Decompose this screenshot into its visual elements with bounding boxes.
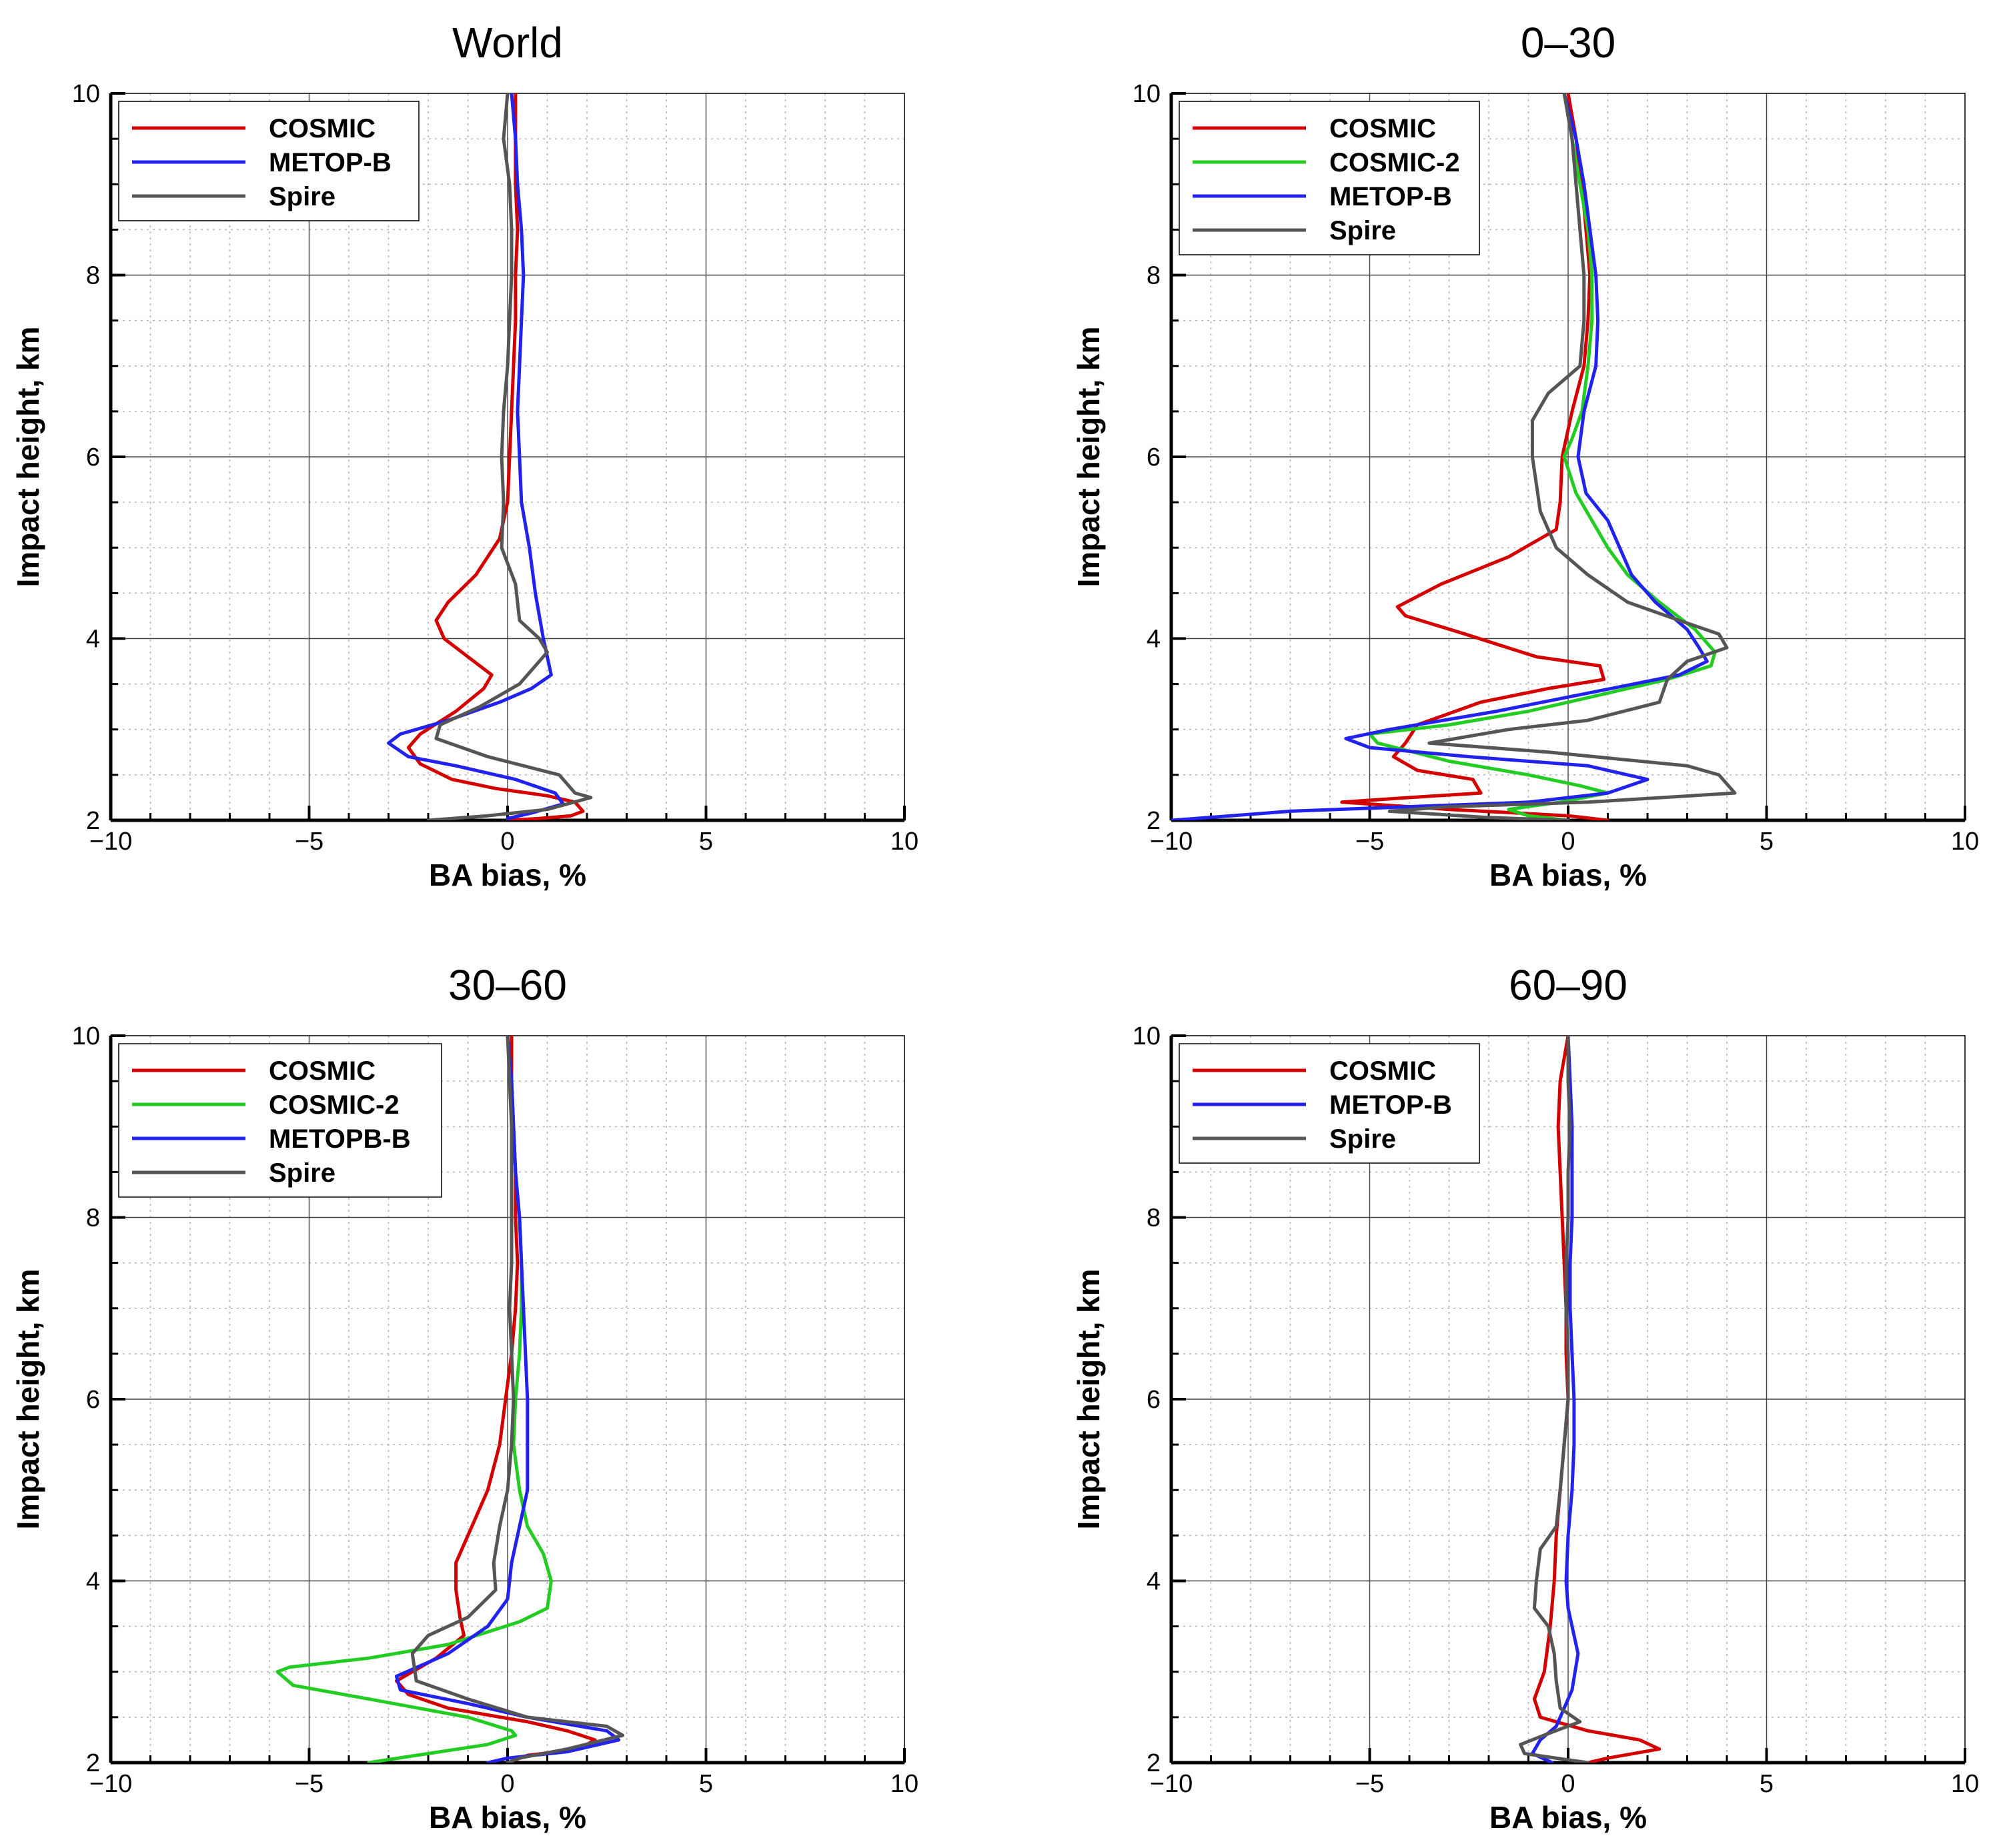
- x-tick-label: 0: [1561, 1770, 1575, 1798]
- y-tick-label: 6: [1147, 1386, 1161, 1414]
- series-line-spire: [1387, 93, 1737, 820]
- series-group: [387, 93, 593, 820]
- series-line-metop-b: [1530, 1036, 1580, 1763]
- x-axis-label: BA bias, %: [429, 858, 586, 892]
- legend: COSMIC COSMIC-2 METOPB-B Spire: [118, 1043, 442, 1198]
- legend: COSMIC METOP-B Spire: [118, 101, 420, 221]
- legend: COSMIC COSMIC-2 METOP-B Spire: [1179, 101, 1480, 255]
- x-tick-label: 10: [1951, 828, 1979, 856]
- chart-title: 30–60: [448, 961, 567, 1009]
- y-tick-label: 8: [86, 262, 100, 290]
- x-tick-label: −10: [1150, 828, 1193, 856]
- chart-title: World: [452, 19, 563, 67]
- chart-title: 0–30: [1521, 19, 1615, 67]
- chart-title: 60–90: [1509, 961, 1627, 1009]
- legend-label-cosmic-2: COSMIC-2: [269, 1090, 400, 1120]
- x-axis-label: BA bias, %: [1489, 858, 1647, 892]
- x-axis-label: BA bias, %: [429, 1800, 586, 1835]
- y-tick-label: 8: [1147, 1204, 1161, 1232]
- x-tick-label: 5: [699, 1770, 713, 1798]
- legend-label-spire: Spire: [1329, 216, 1396, 245]
- series-group: [1519, 1036, 1662, 1763]
- x-tick-label: −5: [1355, 1770, 1384, 1798]
- x-tick-label: −5: [295, 828, 323, 856]
- x-tick-label: 0: [500, 1770, 514, 1798]
- legend-label-spire: Spire: [269, 182, 336, 211]
- x-tick-label: 0: [500, 828, 514, 856]
- series-group: [275, 1036, 625, 1763]
- y-axis-label: Impact height, km: [11, 1268, 45, 1529]
- series-line-spire: [426, 93, 593, 820]
- y-tick-label: 6: [86, 1386, 100, 1414]
- x-tick-label: −5: [1355, 828, 1384, 856]
- legend-label-cosmic: COSMIC: [1329, 114, 1436, 143]
- y-tick-label: 6: [1147, 443, 1161, 472]
- panel-60-90: −10 −5 0 5 10 2 4 6 8 10 60–90 BA bias, % Impact hei…: [1071, 961, 1979, 1835]
- x-tick-label: 10: [890, 828, 918, 856]
- x-tick-label: 5: [1760, 1770, 1774, 1798]
- legend-label-cosmic: COSMIC: [269, 1056, 376, 1086]
- legend-label-cosmic-2: COSMIC-2: [1329, 148, 1460, 177]
- legend-label-metop-b: METOP-B: [1329, 1090, 1452, 1120]
- y-axis-label: Impact height, km: [1071, 1268, 1106, 1529]
- series-line-cosmic: [394, 1036, 597, 1763]
- y-tick-label: 2: [1147, 807, 1161, 835]
- x-tick-label: −10: [89, 1770, 132, 1798]
- x-tick-label: 10: [1951, 1770, 1979, 1798]
- y-tick-label: 4: [86, 1568, 100, 1596]
- y-tick-label: 2: [1147, 1749, 1161, 1777]
- legend-label-spire: Spire: [1329, 1124, 1396, 1154]
- y-tick-label: 10: [1133, 1022, 1161, 1050]
- legend-label-metop-b: METOP-B: [269, 148, 392, 177]
- y-tick-label: 2: [86, 807, 100, 835]
- legend: COSMIC METOP-B Spire: [1179, 1043, 1480, 1164]
- series-line-metop-b: [387, 93, 565, 820]
- y-axis-label: Impact height, km: [11, 326, 45, 587]
- series-line-spire: [1519, 1036, 1590, 1763]
- x-axis-label: BA bias, %: [1489, 1800, 1647, 1835]
- series-line-spire: [410, 1036, 625, 1763]
- y-tick-label: 8: [1147, 262, 1161, 290]
- y-tick-label: 10: [1133, 80, 1161, 108]
- series-line-cosmic-2: [1368, 93, 1717, 820]
- y-tick-label: 8: [86, 1204, 100, 1232]
- x-tick-label: 5: [1760, 828, 1774, 856]
- x-tick-label: 5: [699, 828, 713, 856]
- x-tick-label: −5: [295, 1770, 323, 1798]
- legend-label-metop-b: METOP-B: [1329, 182, 1452, 211]
- x-tick-label: −10: [1150, 1770, 1193, 1798]
- x-tick-label: 10: [890, 1770, 918, 1798]
- legend-label-metopb-b: METOPB-B: [269, 1124, 411, 1154]
- series-line-cosmic: [1340, 93, 1609, 820]
- series-group: [1171, 93, 1737, 820]
- y-tick-label: 4: [1147, 1568, 1161, 1596]
- panel-30-60: −10 −5 0 5 10 2 4 6 8 10 30–60 BA bias, % Impact hei…: [11, 961, 918, 1835]
- y-tick-label: 4: [86, 626, 100, 654]
- x-tick-label: −10: [89, 828, 132, 856]
- panel-world: −10 −5 0 5 10 2 4 6 8 10 World BA bias, % Impact hei…: [11, 19, 918, 892]
- series-line-metopb-b: [394, 1036, 621, 1763]
- y-tick-label: 10: [72, 1022, 100, 1050]
- series-line-cosmic: [406, 93, 585, 820]
- legend-label-spire: Spire: [269, 1158, 336, 1188]
- y-axis-label: Impact height, km: [1071, 326, 1106, 587]
- y-tick-label: 4: [1147, 626, 1161, 654]
- legend-label-cosmic: COSMIC: [1329, 1056, 1436, 1086]
- y-tick-label: 2: [86, 1749, 100, 1777]
- series-line-metop-b: [1171, 93, 1709, 820]
- x-tick-label: 0: [1561, 828, 1575, 856]
- y-tick-label: 6: [86, 443, 100, 472]
- y-tick-label: 10: [72, 80, 100, 108]
- panel-0-30: −10 −5 0 5 10 2 4 6 8 10 0–30 BA bias, % Impact heig…: [1071, 19, 1979, 892]
- legend-label-cosmic: COSMIC: [269, 114, 376, 143]
